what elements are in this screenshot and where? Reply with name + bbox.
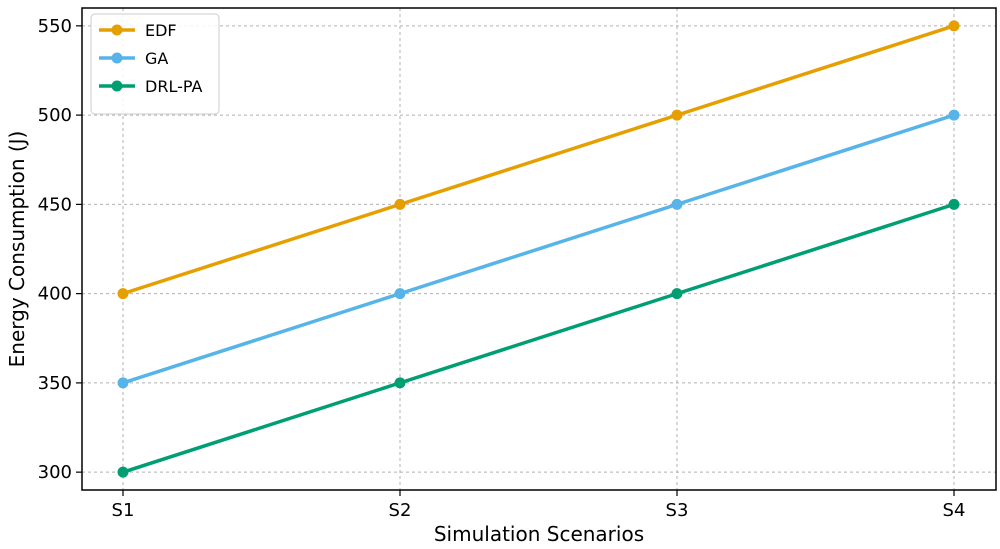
- x-tick-label: S4: [943, 500, 966, 521]
- data-point-ga: [394, 288, 406, 300]
- x-tick-label: S2: [389, 500, 412, 521]
- axes: [81, 7, 997, 491]
- series-drl-pa: [117, 198, 960, 478]
- series-line-edf: [122, 24, 955, 296]
- legend-label-drl-pa: DRL-PA: [145, 77, 202, 96]
- data-point-drl-pa: [117, 466, 129, 478]
- data-point-edf: [117, 288, 129, 300]
- series-ga: [117, 109, 960, 389]
- series-lines: [117, 20, 960, 478]
- data-point-edf: [671, 109, 683, 121]
- data-point-edf: [394, 198, 406, 210]
- x-tick-label: S3: [666, 500, 689, 521]
- grid: [82, 8, 996, 490]
- y-tick-label: 500: [38, 105, 72, 126]
- series-line-drl-pa: [122, 202, 955, 474]
- data-point-edf: [948, 20, 960, 32]
- series-line-ga: [122, 113, 955, 385]
- data-point-ga: [117, 377, 129, 389]
- legend-marker-edf: [111, 24, 123, 36]
- data-point-drl-pa: [948, 198, 960, 210]
- x-tick-label: S1: [112, 500, 135, 521]
- legend-box: [90, 13, 220, 115]
- y-tick-label: 450: [38, 194, 72, 215]
- y-axis-title: Energy Consumption (J): [5, 131, 29, 368]
- data-point-drl-pa: [671, 288, 683, 300]
- legend-marker-ga: [111, 52, 123, 64]
- legend: EDF GA DRL-PA: [90, 13, 220, 115]
- data-point-drl-pa: [394, 377, 406, 389]
- legend-label-ga: GA: [145, 49, 168, 68]
- y-tick-label: 350: [38, 373, 72, 394]
- x-axis-title: Simulation Scenarios: [434, 522, 644, 546]
- legend-label-edf: EDF: [145, 21, 177, 40]
- tick-labels: S1 S2 S3 S4 300 350 400 450 500 550: [38, 16, 966, 521]
- y-tick-label: 400: [38, 284, 72, 305]
- data-point-ga: [948, 109, 960, 121]
- series-edf: [117, 20, 960, 300]
- plot-frame: [81, 7, 997, 491]
- y-tick-label: 550: [38, 16, 72, 37]
- y-tick-label: 300: [38, 462, 72, 483]
- legend-marker-drl-pa: [111, 80, 123, 92]
- data-point-ga: [671, 198, 683, 210]
